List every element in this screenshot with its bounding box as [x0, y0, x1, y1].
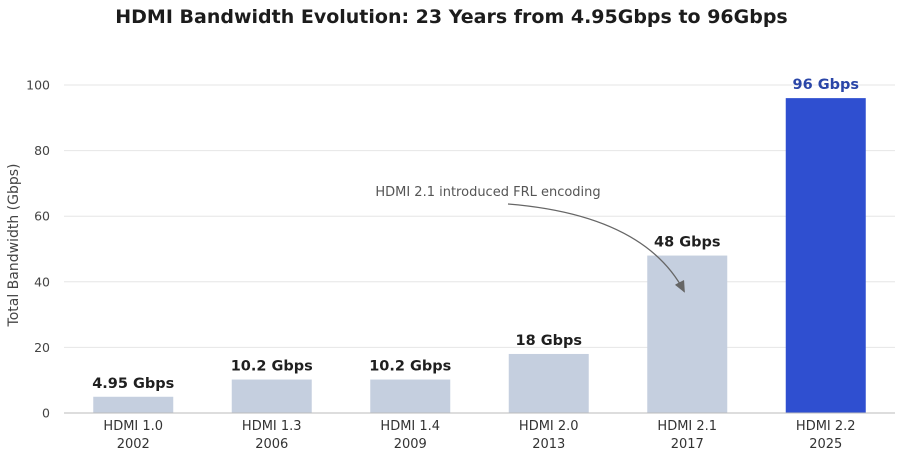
category-version-label: HDMI 2.2	[796, 419, 856, 434]
category-version-label: HDMI 2.1	[657, 419, 717, 434]
bar-hdmi-1-0	[93, 396, 174, 413]
annotation-arrow	[507, 203, 685, 293]
category-version-label: HDMI 2.0	[519, 419, 579, 434]
value-label: 96 Gbps	[792, 77, 859, 93]
value-label: 10.2 Gbps	[231, 359, 313, 375]
y-axis-ticks: 0 20 40 60 80 100	[26, 78, 50, 421]
y-tick-label: 60	[34, 209, 50, 224]
bar-hdmi-2-1	[647, 255, 728, 413]
value-labels: 4.95 Gbps 10.2 Gbps 10.2 Gbps 18 Gbps 48 Gbp…	[92, 77, 859, 392]
y-tick-label: 20	[34, 340, 50, 355]
bars	[93, 98, 866, 414]
y-tick-label: 80	[34, 143, 50, 158]
bar-hdmi-1-3	[231, 379, 312, 413]
category-year-label: 2017	[671, 437, 704, 452]
annotation-text: HDMI 2.1 introduced FRL encoding	[375, 185, 600, 200]
y-axis-title: Total Bandwidth (Gbps)	[6, 164, 22, 328]
value-label: 48 Gbps	[654, 235, 721, 251]
x-axis-categories: HDMI 1.0 2002 HDMI 1.3 2006 HDMI 1.4 2009 HDMI…	[103, 419, 855, 452]
category-version-label: HDMI 1.4	[380, 419, 440, 434]
category-year-label: 2006	[255, 437, 288, 452]
value-label: 4.95 Gbps	[92, 376, 174, 392]
category-version-label: HDMI 1.3	[242, 419, 302, 434]
category-year-label: 2002	[117, 437, 150, 452]
category-version-label: HDMI 1.0	[103, 419, 163, 434]
y-tick-label: 100	[26, 78, 50, 93]
value-label: 18 Gbps	[515, 333, 582, 349]
bar-hdmi-2-0	[508, 353, 589, 413]
chart-title: HDMI Bandwidth Evolution: 23 Years from …	[115, 6, 788, 28]
value-label: 10.2 Gbps	[369, 359, 451, 375]
annotation: HDMI 2.1 introduced FRL encoding	[375, 185, 685, 293]
y-tick-label: 40	[34, 274, 50, 289]
gridlines	[64, 84, 895, 414]
category-year-label: 2009	[394, 437, 427, 452]
bar-hdmi-1-4	[370, 379, 451, 413]
category-year-label: 2013	[532, 437, 565, 452]
category-year-label: 2025	[809, 437, 842, 452]
y-tick-label: 0	[42, 406, 50, 421]
bar-hdmi-2-2	[785, 98, 866, 414]
